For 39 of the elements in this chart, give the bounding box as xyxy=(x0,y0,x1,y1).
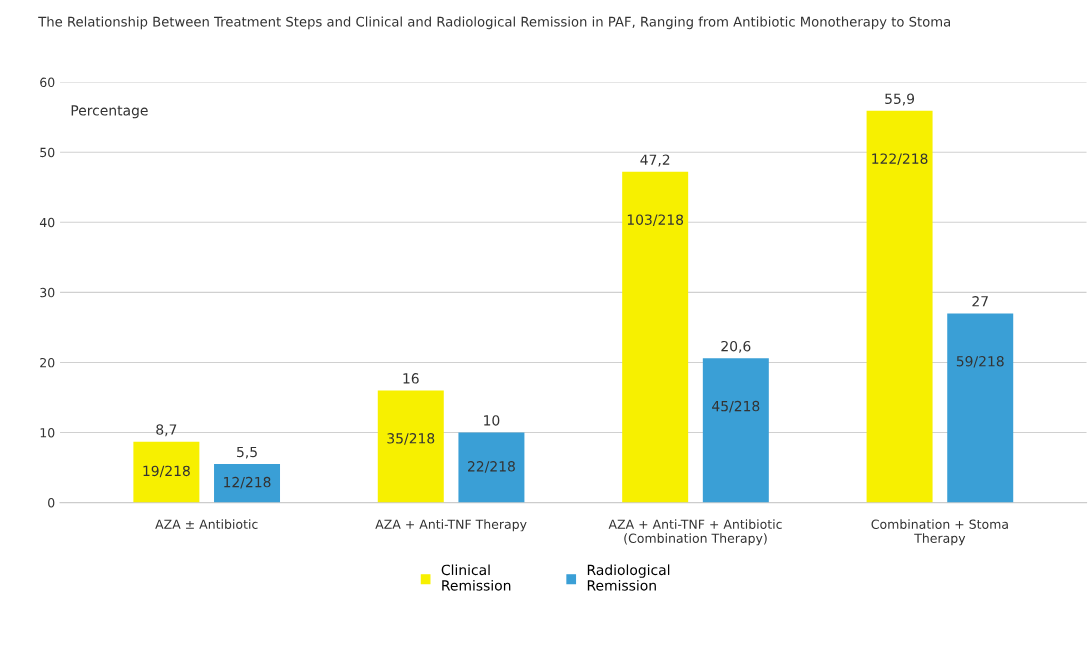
data-label: 8,7 xyxy=(156,424,177,437)
y-axis-title: Percentage xyxy=(71,105,148,119)
annotation: 19/218 xyxy=(143,465,190,478)
x-tick-label: AZA + Anti-TNF + Antibiotic (Combination Therapy) xyxy=(608,519,782,546)
bar xyxy=(622,171,689,503)
x-tick-label: AZA ± Antibiotic xyxy=(155,519,258,529)
annotation: 45/218 xyxy=(712,400,760,413)
annotation: 122/218 xyxy=(872,153,928,166)
y-tick-label: 30 xyxy=(40,287,55,298)
annotation: 35/218 xyxy=(387,433,435,445)
chart-title: The Relationship Between Treatment Steps and Clinical and Radiological Remission in PAF, Ranging from Antibiotic Monotherapy to Stoma xyxy=(38,16,950,30)
annotation: 103/218 xyxy=(627,214,684,226)
data-label: 27 xyxy=(972,296,988,307)
x-tick-label: AZA + Anti-TNF Therapy xyxy=(375,519,527,532)
bar xyxy=(458,432,525,503)
y-tick-label: 10 xyxy=(40,428,55,438)
x-tick-label: Combination + Stoma Therapy xyxy=(871,519,1008,546)
data-label: 5,5 xyxy=(237,446,257,459)
annotation: 59/218 xyxy=(956,355,1004,368)
bar xyxy=(947,313,1014,503)
legend-label: Clinical Remission xyxy=(441,564,511,591)
y-tick-label: 40 xyxy=(39,217,55,228)
bar xyxy=(133,441,200,503)
legend-label: Radiological Remission xyxy=(587,564,670,591)
data-label: 16 xyxy=(403,373,419,384)
annotation: 12/218 xyxy=(224,476,271,489)
y-tick-label: 20 xyxy=(40,357,55,368)
bar xyxy=(377,390,444,503)
annotation: 22/218 xyxy=(468,461,515,473)
bar xyxy=(702,358,769,503)
data-label: 20,6 xyxy=(721,340,751,353)
y-tick-label: 60 xyxy=(40,77,55,88)
y-tick-label: 50 xyxy=(40,147,55,158)
data-label: 55,9 xyxy=(885,93,915,106)
bar xyxy=(214,464,281,503)
data-label: 10 xyxy=(484,415,500,426)
y-tick-label: 0 xyxy=(48,498,55,508)
data-label: 47,2 xyxy=(640,154,670,167)
bar xyxy=(866,110,933,503)
